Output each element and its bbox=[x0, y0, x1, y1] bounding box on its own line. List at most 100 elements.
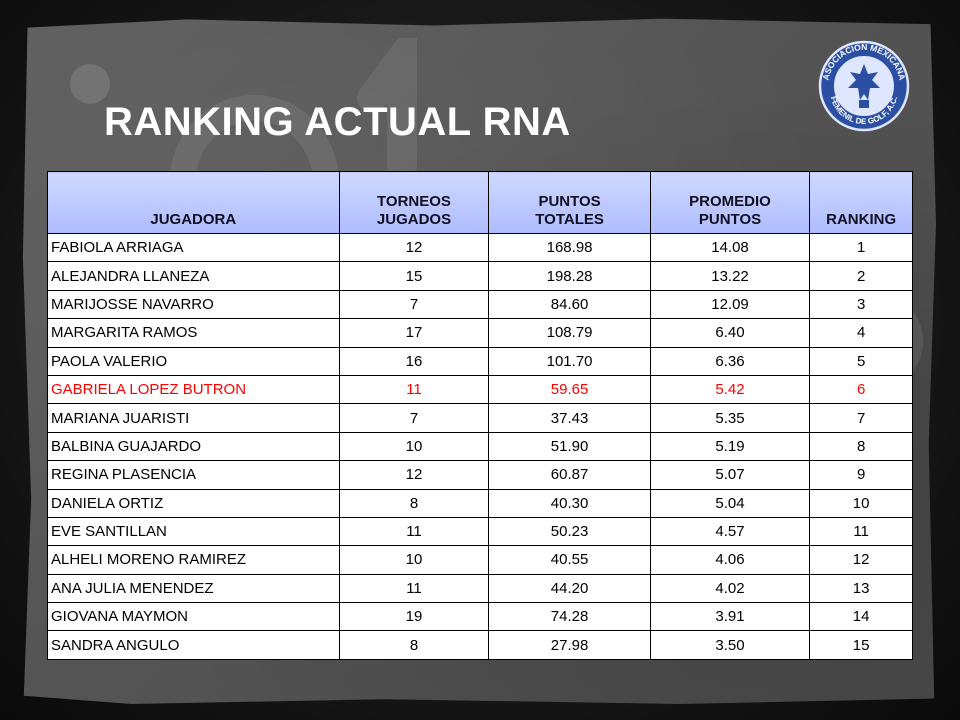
cell-puntos: 40.55 bbox=[488, 545, 651, 575]
cell-torneos: 15 bbox=[338, 261, 490, 291]
cell-promedio: 3.91 bbox=[649, 602, 811, 632]
table-row: FABIOLA ARRIAGA 12 168.98 14.08 1 bbox=[47, 232, 913, 263]
header-label-line-2: PUNTOS bbox=[698, 211, 762, 228]
header-label-line-1: TORNEOS bbox=[377, 193, 451, 210]
cell-torneos: 7 bbox=[338, 289, 490, 320]
cell-promedio: 12.09 bbox=[649, 289, 811, 320]
cell-jugadora: GIOVANA MAYMON bbox=[47, 602, 340, 632]
header-label-line-2: JUGADOS bbox=[376, 211, 452, 228]
cell-puntos: 50.23 bbox=[488, 516, 651, 547]
cell-puntos: 101.70 bbox=[488, 346, 651, 376]
cell-promedio: 6.36 bbox=[649, 346, 811, 376]
cell-jugadora: FABIOLA ARRIAGA bbox=[47, 232, 340, 263]
cell-torneos: 11 bbox=[338, 573, 490, 604]
cell-puntos: 198.28 bbox=[488, 261, 651, 291]
cell-puntos: 60.87 bbox=[488, 460, 651, 490]
cell-ranking: 14 bbox=[809, 602, 913, 632]
cell-puntos: 168.98 bbox=[488, 232, 651, 263]
table-row: REGINA PLASENCIA 12 60.87 5.07 9 bbox=[47, 460, 913, 490]
cell-torneos: 8 bbox=[338, 488, 490, 518]
cell-torneos: 12 bbox=[338, 460, 490, 490]
cell-torneos: 10 bbox=[338, 431, 490, 462]
cell-puntos: 84.60 bbox=[488, 289, 651, 320]
cell-ranking: 9 bbox=[809, 460, 913, 490]
cell-promedio: 5.07 bbox=[649, 460, 811, 490]
cell-promedio: 5.42 bbox=[649, 374, 811, 405]
cell-jugadora: MARIJOSSE NAVARRO bbox=[47, 289, 340, 320]
decorative-dot bbox=[70, 64, 110, 104]
cell-puntos: 51.90 bbox=[488, 431, 651, 462]
ranking-table: JUGADORA TORNEOS JUGADOS PUNTOS TOTALES … bbox=[47, 171, 913, 660]
cell-jugadora: ALEJANDRA LLANEZA bbox=[47, 261, 340, 291]
cell-torneos: 12 bbox=[338, 232, 490, 263]
cell-puntos: 44.20 bbox=[488, 573, 651, 604]
cell-ranking: 11 bbox=[809, 516, 913, 547]
column-header-torneos-jugados: TORNEOS JUGADOS bbox=[338, 171, 490, 234]
header-label-line-1: PROMEDIO bbox=[689, 193, 771, 210]
table-row: BALBINA GUAJARDO 10 51.90 5.19 8 bbox=[47, 431, 913, 462]
table-row: EVE SANTILLAN 11 50.23 4.57 11 bbox=[47, 516, 913, 547]
cell-jugadora: BALBINA GUAJARDO bbox=[47, 431, 340, 462]
cell-ranking: 8 bbox=[809, 431, 913, 462]
cell-promedio: 4.02 bbox=[649, 573, 811, 604]
table-row: ALEJANDRA LLANEZA 15 198.28 13.22 2 bbox=[47, 261, 913, 291]
cell-torneos: 17 bbox=[338, 318, 490, 348]
cell-torneos: 7 bbox=[338, 403, 490, 433]
cell-jugadora: EVE SANTILLAN bbox=[47, 516, 340, 547]
cell-promedio: 5.35 bbox=[649, 403, 811, 433]
table-row: SANDRA ANGULO 8 27.98 3.50 15 bbox=[47, 630, 913, 660]
column-header-ranking: RANKING bbox=[809, 171, 913, 234]
cell-torneos: 16 bbox=[338, 346, 490, 376]
header-label-line-2: TOTALES bbox=[535, 211, 604, 228]
cell-ranking: 12 bbox=[809, 545, 913, 575]
cell-ranking: 1 bbox=[809, 232, 913, 263]
cell-puntos: 27.98 bbox=[488, 630, 651, 660]
cell-promedio: 4.57 bbox=[649, 516, 811, 547]
cell-jugadora: MARIANA JUARISTI bbox=[47, 403, 340, 433]
table-row: MARGARITA RAMOS 17 108.79 6.40 4 bbox=[47, 318, 913, 348]
cell-jugadora: REGINA PLASENCIA bbox=[47, 460, 340, 490]
cell-jugadora: DANIELA ORTIZ bbox=[47, 488, 340, 518]
table-row-highlighted: GABRIELA LOPEZ BUTRON 11 59.65 5.42 6 bbox=[47, 374, 913, 405]
cell-torneos: 19 bbox=[338, 602, 490, 632]
cell-ranking: 13 bbox=[809, 573, 913, 604]
cell-promedio: 5.19 bbox=[649, 431, 811, 462]
table-row: GIOVANA MAYMON 19 74.28 3.91 14 bbox=[47, 602, 913, 632]
cell-puntos: 37.43 bbox=[488, 403, 651, 433]
cell-ranking: 6 bbox=[809, 374, 913, 405]
cell-puntos: 40.30 bbox=[488, 488, 651, 518]
cell-puntos: 74.28 bbox=[488, 602, 651, 632]
cell-jugadora: PAOLA VALERIO bbox=[47, 346, 340, 376]
cell-promedio: 6.40 bbox=[649, 318, 811, 348]
cell-promedio: 5.04 bbox=[649, 488, 811, 518]
cell-promedio: 13.22 bbox=[649, 261, 811, 291]
table-row: MARIANA JUARISTI 7 37.43 5.35 7 bbox=[47, 403, 913, 433]
cell-ranking: 2 bbox=[809, 261, 913, 291]
column-header-puntos-totales: PUNTOS TOTALES bbox=[488, 171, 651, 234]
cell-torneos: 10 bbox=[338, 545, 490, 575]
page-title: RANKING ACTUAL RNA bbox=[104, 100, 571, 144]
cell-promedio: 4.06 bbox=[649, 545, 811, 575]
cell-promedio: 14.08 bbox=[649, 232, 811, 263]
table-row: ALHELI MORENO RAMIREZ 10 40.55 4.06 12 bbox=[47, 545, 913, 575]
cell-ranking: 7 bbox=[809, 403, 913, 433]
table-header-row: JUGADORA TORNEOS JUGADOS PUNTOS TOTALES … bbox=[47, 171, 913, 234]
cell-ranking: 15 bbox=[809, 630, 913, 660]
cell-jugadora: MARGARITA RAMOS bbox=[47, 318, 340, 348]
cell-ranking: 5 bbox=[809, 346, 913, 376]
cell-torneos: 8 bbox=[338, 630, 490, 660]
cell-jugadora: ALHELI MORENO RAMIREZ bbox=[47, 545, 340, 575]
cell-jugadora: GABRIELA LOPEZ BUTRON bbox=[47, 374, 340, 405]
header-label: JUGADORA bbox=[150, 211, 237, 228]
cell-ranking: 4 bbox=[809, 318, 913, 348]
column-header-promedio-puntos: PROMEDIO PUNTOS bbox=[649, 171, 811, 234]
cell-promedio: 3.50 bbox=[649, 630, 811, 660]
cell-jugadora: ANA JULIA MENENDEZ bbox=[47, 573, 340, 604]
table-row: DANIELA ORTIZ 8 40.30 5.04 10 bbox=[47, 488, 913, 518]
cell-jugadora: SANDRA ANGULO bbox=[47, 630, 340, 660]
table-row: PAOLA VALERIO 16 101.70 6.36 5 bbox=[47, 346, 913, 376]
cell-torneos: 11 bbox=[338, 374, 490, 405]
asociacion-mexicana-femenil-de-golf-logo: ASOCIACION MEXICANA FEMENIL DE GOLF, A.C… bbox=[818, 40, 910, 132]
cell-ranking: 3 bbox=[809, 289, 913, 320]
